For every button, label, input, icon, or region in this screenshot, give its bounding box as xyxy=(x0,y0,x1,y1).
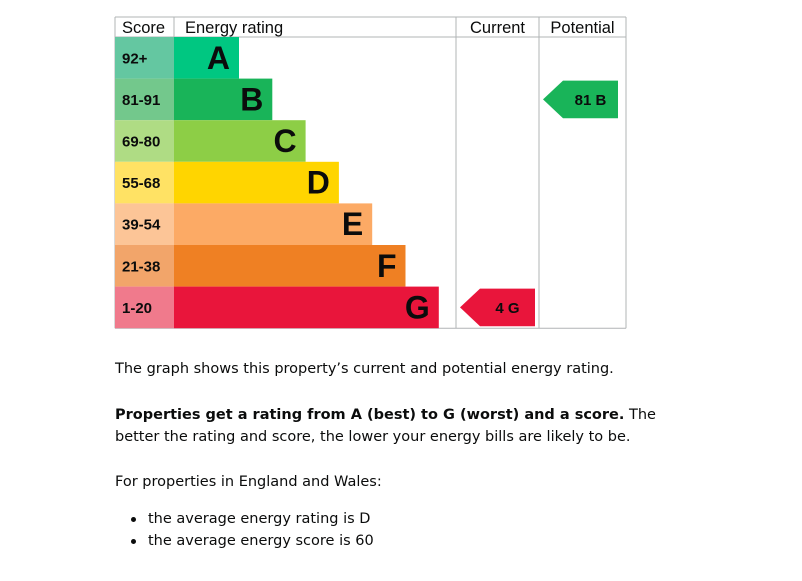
header-current: Current xyxy=(470,19,525,37)
potential-rating-arrow-label: 81 B xyxy=(575,92,607,109)
bullet-icon xyxy=(131,517,136,522)
intro-paragraph: The graph shows this property’s current … xyxy=(115,361,614,377)
band-bar-a xyxy=(174,37,239,79)
score-cell xyxy=(115,203,174,245)
score-range-label: 39-54 xyxy=(122,217,161,234)
rating-explanation-bold: Properties get a rating from A (best) to… xyxy=(115,407,625,423)
current-rating-arrow-label: 4 G xyxy=(495,300,519,317)
list-item: the average energy rating is D xyxy=(115,508,374,530)
band-letter: D xyxy=(307,165,330,201)
score-cell xyxy=(115,286,174,329)
score-cell xyxy=(115,120,174,162)
band-letter: B xyxy=(240,81,263,117)
region-note: For properties in England and Wales: xyxy=(115,471,675,493)
score-range-label: 21-38 xyxy=(122,258,160,275)
band-bar-e xyxy=(174,203,373,245)
rating-explanation: Properties get a rating from A (best) to… xyxy=(115,404,675,448)
band-letter: F xyxy=(377,248,397,284)
score-range-label: 1-20 xyxy=(122,300,152,317)
score-range-label: 55-68 xyxy=(122,175,160,192)
band-bar-g xyxy=(174,286,439,329)
rating-explanation-rest: The better the rating and score, the low… xyxy=(115,407,656,445)
band-bar-b xyxy=(174,78,273,121)
header-potential: Potential xyxy=(550,19,614,37)
score-cell xyxy=(115,245,174,287)
bullet-icon xyxy=(131,539,136,544)
band-letter: E xyxy=(342,206,363,242)
list-item: the average energy score is 60 xyxy=(115,530,374,552)
header-energy-rating: Energy rating xyxy=(185,19,283,37)
score-cell xyxy=(115,161,174,204)
band-bar-c xyxy=(174,120,306,162)
england-wales-label: For properties in England and Wales: xyxy=(115,474,382,490)
potential-rating-arrow xyxy=(543,80,618,119)
header-score: Score xyxy=(122,19,165,37)
chart-description: The graph shows this property’s current … xyxy=(115,358,675,380)
averages-list: the average energy rating is D the avera… xyxy=(115,508,374,552)
score-range-label: 81-91 xyxy=(122,92,160,109)
band-bar-f xyxy=(174,245,406,287)
score-range-label: 92+ xyxy=(122,50,148,67)
band-letter: C xyxy=(273,123,296,159)
score-cell xyxy=(115,78,174,121)
score-cell xyxy=(115,37,174,79)
band-letter: A xyxy=(207,40,230,76)
energy-rating-chart: Score Energy rating Current Potential 92+ A 81… xyxy=(114,16,627,329)
band-letter: G xyxy=(405,289,430,325)
score-range-label: 69-80 xyxy=(122,134,160,151)
current-rating-arrow xyxy=(460,288,535,327)
band-bar-d xyxy=(174,161,339,204)
